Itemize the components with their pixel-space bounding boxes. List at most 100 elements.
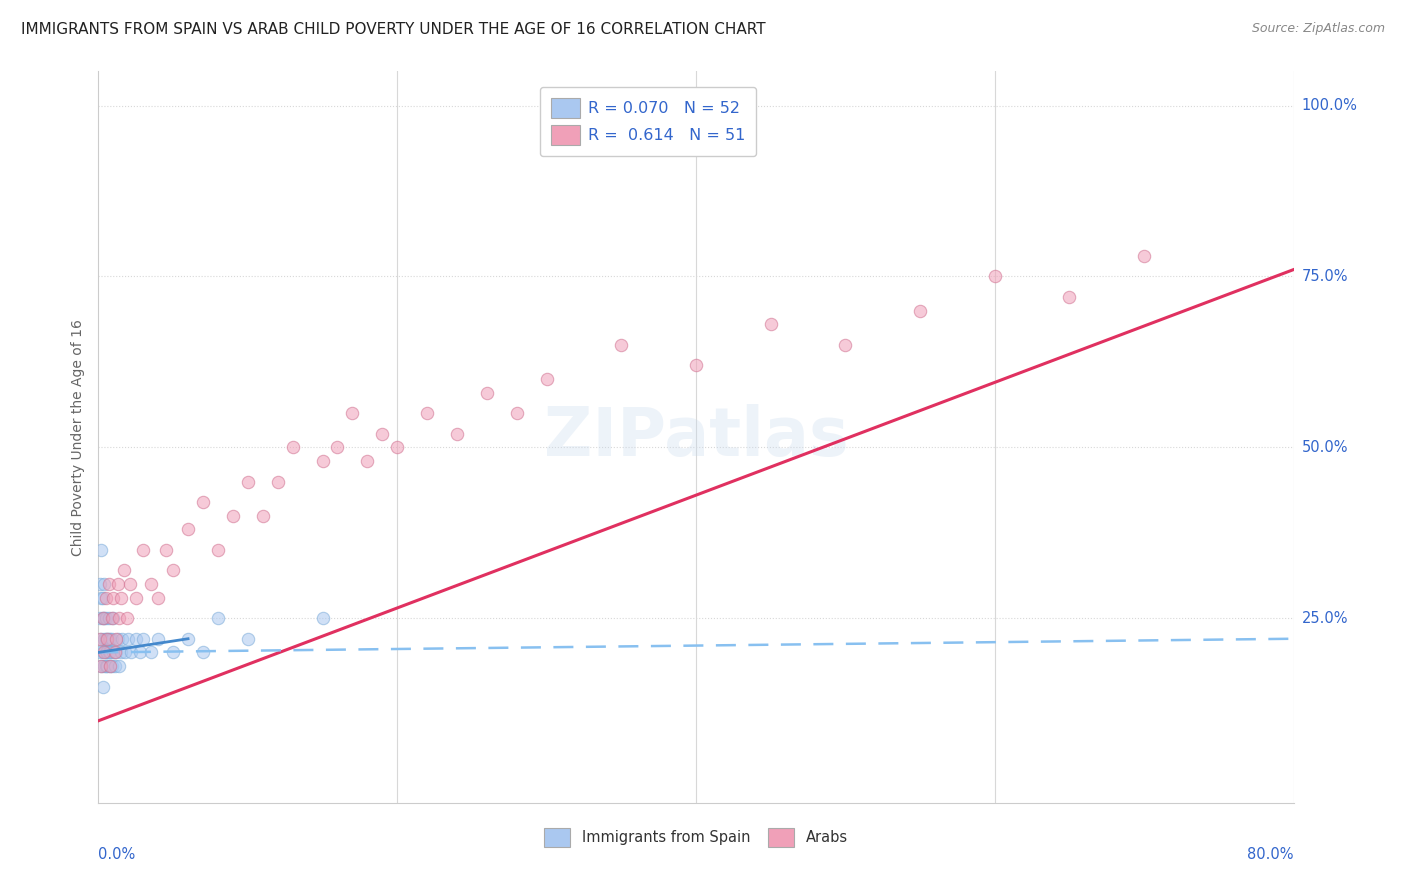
Point [101,659,124,673]
Point [96,645,118,659]
Point [94,632,117,646]
Text: Source: ZipAtlas.com: Source: ZipAtlas.com [1251,22,1385,36]
Point [908,303,931,318]
Point [94,591,117,605]
Point [177,632,200,646]
Point [103,645,125,659]
Point [111,632,134,646]
Point [129,645,152,659]
Point [118,577,141,591]
Point [93,611,115,625]
Point [984,269,1007,284]
Point [1059,290,1081,304]
Point [105,645,128,659]
Point [132,632,155,646]
Point [108,611,131,625]
Point [91,645,114,659]
Point [103,591,125,605]
Point [252,508,274,523]
Text: 100.0%: 100.0% [1302,98,1358,113]
Point [148,591,170,605]
Point [110,591,132,605]
Point [90,591,112,605]
Point [107,577,129,591]
Point [236,632,259,646]
Point [125,591,148,605]
Text: 25.0%: 25.0% [1302,611,1348,625]
Point [89,645,111,659]
Point [236,475,259,489]
Point [162,645,184,659]
Point [89,577,111,591]
Point [112,563,135,577]
Point [281,440,304,454]
Point [162,563,184,577]
Point [98,632,122,646]
Point [94,611,117,625]
Point [267,475,290,489]
Point [93,645,115,659]
Point [385,440,409,454]
Point [91,611,114,625]
Point [759,318,782,332]
Text: 80.0%: 80.0% [1247,847,1294,862]
Point [1133,249,1156,263]
Point [120,645,142,659]
Point [115,611,138,625]
Point [311,611,333,625]
Point [446,426,468,441]
Point [98,645,122,659]
Point [97,645,120,659]
Point [155,542,177,557]
Point [117,632,139,646]
Point [90,659,112,673]
Point [110,645,132,659]
Point [207,542,229,557]
Point [94,659,117,673]
Text: 0.0%: 0.0% [98,847,135,862]
Point [89,611,111,625]
Point [222,508,245,523]
Point [114,645,136,659]
Point [96,632,118,646]
Point [97,577,120,591]
Point [97,611,120,625]
Point [416,406,439,420]
Point [342,406,364,420]
Point [90,542,112,557]
Point [536,372,558,386]
Point [90,632,112,646]
Text: 75.0%: 75.0% [1302,268,1348,284]
Point [685,359,707,373]
Point [475,385,498,400]
Legend: Immigrants from Spain, Arabs: Immigrants from Spain, Arabs [537,821,855,854]
Point [93,659,115,673]
Point [610,338,633,352]
Point [356,454,378,468]
Point [139,645,162,659]
Point [93,577,115,591]
Point [311,454,333,468]
Point [207,611,229,625]
Point [834,338,856,352]
Text: ZIPatlas: ZIPatlas [544,404,848,470]
Point [132,542,155,557]
Point [326,440,349,454]
Point [105,632,128,646]
Point [96,659,118,673]
Point [91,680,114,694]
Point [90,659,112,673]
Point [371,426,394,441]
Point [91,611,114,625]
Point [506,406,529,420]
Point [104,659,127,673]
Point [191,645,214,659]
Point [103,611,125,625]
Point [125,632,148,646]
Point [101,611,124,625]
Point [148,632,170,646]
Point [191,495,214,509]
Text: 50.0%: 50.0% [1302,440,1348,455]
Point [108,659,131,673]
Point [177,522,200,536]
